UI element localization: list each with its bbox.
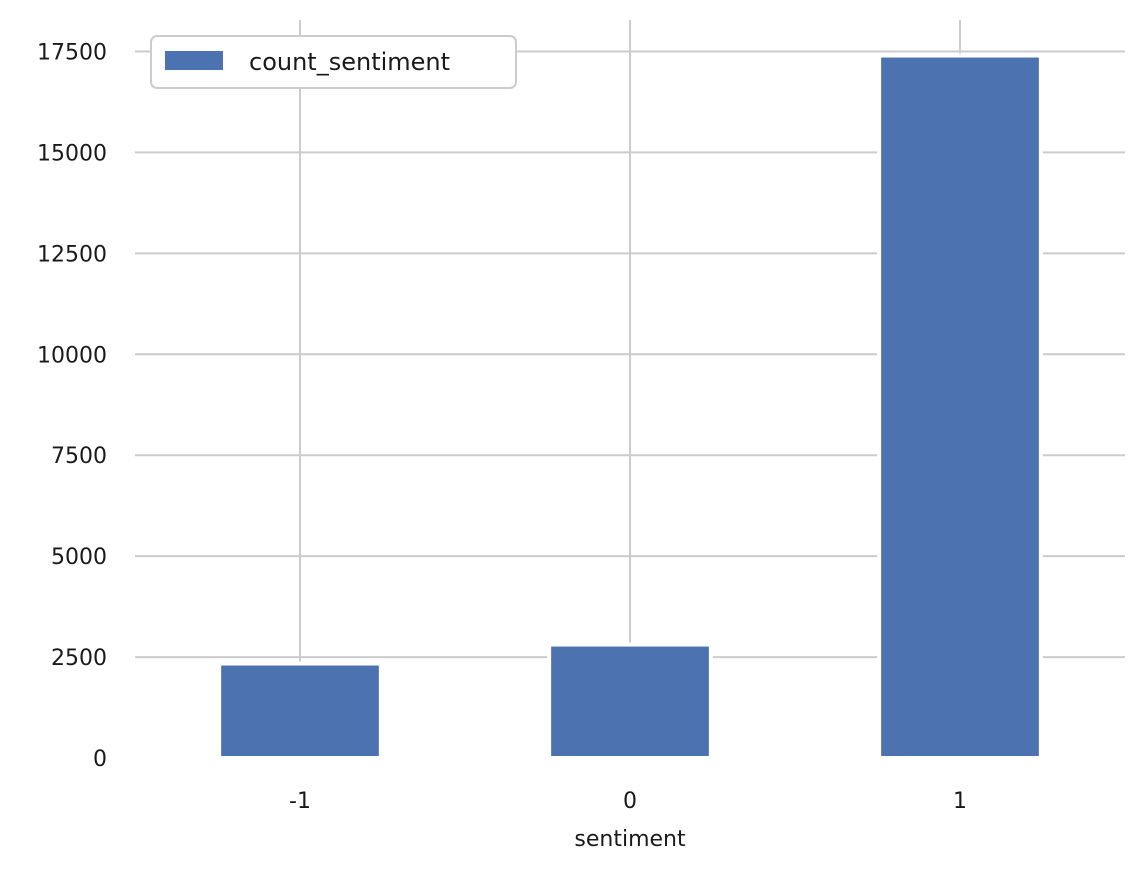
legend-swatch xyxy=(165,51,223,70)
legend: count_sentiment xyxy=(150,35,517,89)
bars xyxy=(217,53,1043,761)
y-tick-labels: 0 2500 5000 7500 10000 12500 15000 17500 xyxy=(37,41,107,773)
bar xyxy=(217,661,383,761)
x-tick-label: 1 xyxy=(953,789,967,814)
x-tick-labels: -1 0 1 xyxy=(289,789,967,814)
y-tick-label: 5000 xyxy=(51,545,107,570)
y-tick-label: 15000 xyxy=(37,141,107,166)
x-tick-label: -1 xyxy=(289,789,311,814)
y-tick-label: 0 xyxy=(93,747,107,772)
x-tick-label: 0 xyxy=(623,789,637,814)
legend-box xyxy=(150,35,517,89)
legend-label: count_sentiment xyxy=(249,48,450,76)
x-axis-label: sentiment xyxy=(574,827,686,852)
y-tick-label: 10000 xyxy=(37,343,107,368)
bar xyxy=(547,642,713,760)
bar xyxy=(877,53,1043,760)
y-tick-label: 17500 xyxy=(37,41,107,66)
y-tick-label: 12500 xyxy=(37,242,107,267)
y-tick-label: 2500 xyxy=(51,646,107,671)
y-tick-label: 7500 xyxy=(51,444,107,469)
